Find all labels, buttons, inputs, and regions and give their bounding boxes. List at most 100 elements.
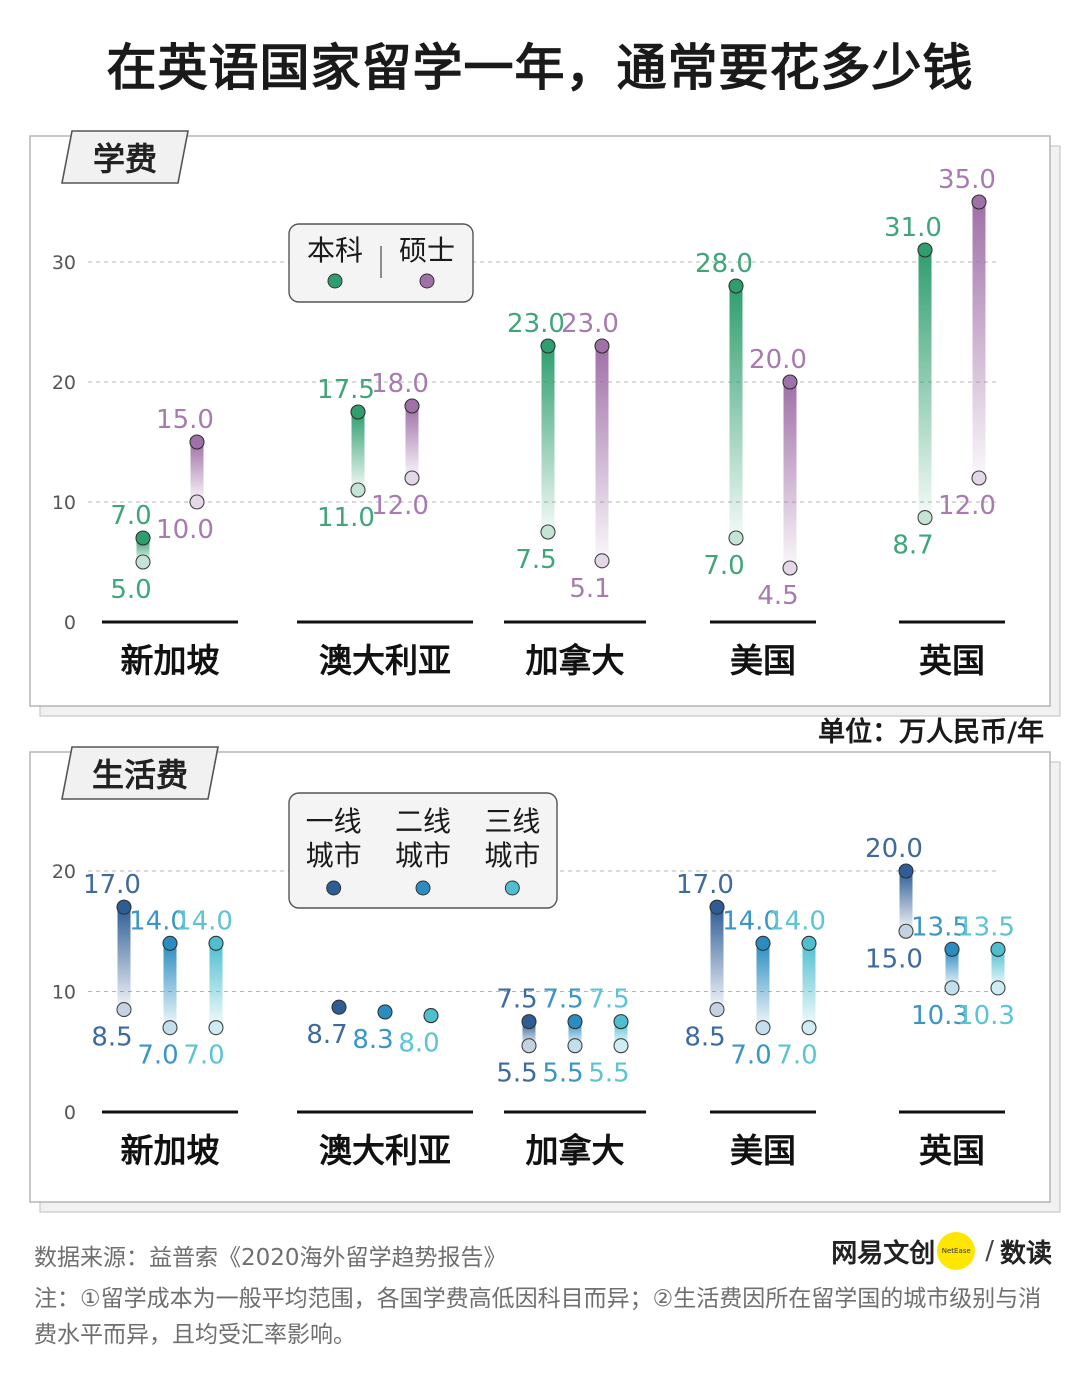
high-value-label: 13.5 [957, 912, 1015, 942]
chart-panel-1: 学费 0 10 20 30 新加坡 澳大利亚 加拿大 美国 英国 7.0 5.0 17.5 11.0 23.… [29, 130, 1061, 717]
low-value-label: 7.0 [137, 1041, 178, 1071]
high-point [613, 1014, 629, 1030]
range-bar [783, 382, 797, 568]
range-bar [209, 943, 223, 1028]
high-value-label: 20.0 [749, 345, 807, 375]
high-value-label: 7.5 [496, 985, 537, 1015]
chart-panel-2: 生活费 0 10 20 新加坡 澳大利亚 加拿大 美国 英国 17.0 8.5 8.7 7.5 5.5 17… [29, 746, 1061, 1213]
low-value-label: 15.0 [865, 944, 923, 974]
source-text: 数据来源：益普索《2020海外留学趋势报告》 [34, 1245, 507, 1271]
legend-swatch [504, 880, 520, 896]
high-value-label: 23.0 [507, 309, 565, 339]
category-label: 英国 [919, 1131, 985, 1170]
y-tick-label: 30 [52, 252, 76, 274]
low-value-label: 10.3 [957, 1001, 1015, 1031]
high-value-label: 17.5 [317, 375, 375, 405]
range-bar [541, 346, 555, 532]
range-bar [802, 943, 816, 1028]
legend-label: 本科 [307, 234, 363, 267]
low-value-label: 4.5 [757, 581, 798, 611]
legend-label: 城市 [306, 839, 362, 872]
legend-label: 硕士 [399, 234, 455, 267]
range-bar [117, 907, 131, 1010]
low-point [594, 553, 610, 569]
high-point [971, 194, 987, 210]
low-point [189, 494, 205, 510]
high-point [404, 398, 420, 414]
note-text: 注：①留学成本为一般平均范围，各国学费高低因科目而异；②生活费因所在留学国的城市… [34, 1286, 1042, 1348]
high-value-label: 14.0 [129, 906, 187, 936]
high-value-label: 7.0 [110, 501, 151, 531]
low-value-label: 5.1 [569, 574, 610, 604]
low-point [208, 1020, 224, 1036]
high-point [728, 278, 744, 294]
high-value-label: 14.0 [722, 906, 780, 936]
high-value-label: 14.0 [768, 906, 826, 936]
low-point [944, 980, 960, 996]
range-bar [991, 949, 1005, 988]
high-point [567, 1014, 583, 1030]
high-point [898, 863, 914, 879]
low-point [990, 980, 1006, 996]
brand-logo: 网易文创 NetEase / 数读 [831, 1228, 1052, 1274]
legend-swatch [327, 273, 343, 289]
high-point [377, 1004, 393, 1020]
low-value-label: 5.5 [542, 1059, 583, 1089]
high-value-label: 13.5 [911, 912, 969, 942]
high-value-label: 18.0 [371, 369, 429, 399]
low-point [350, 482, 366, 498]
range-bar [972, 202, 986, 478]
high-value-label: 17.0 [676, 870, 734, 900]
high-point [594, 338, 610, 354]
legend-swatch [326, 880, 342, 896]
range-bar [945, 949, 959, 988]
low-value-label: 7.0 [703, 551, 744, 581]
low-value-label: 7.0 [183, 1041, 224, 1071]
category-label: 新加坡 [121, 641, 220, 680]
y-tick-label: 0 [64, 1102, 76, 1124]
low-value-label: 8.7 [892, 531, 933, 561]
legend-label: 二线 [395, 805, 451, 838]
panel-tab [61, 130, 189, 184]
range-bar [710, 907, 724, 1010]
low-value-label: 5.5 [588, 1059, 629, 1089]
low-value-label: 8.5 [91, 1023, 132, 1053]
range-bar [351, 412, 365, 490]
high-value-label: 28.0 [695, 249, 753, 279]
low-value-label: 5.5 [496, 1059, 537, 1089]
low-point [135, 554, 151, 570]
low-value-label: 5.0 [110, 575, 151, 605]
high-point [782, 374, 798, 390]
high-value-label: 17.0 [83, 870, 141, 900]
high-value-label: 14.0 [175, 906, 233, 936]
low-point [404, 470, 420, 486]
legend-swatch [419, 273, 435, 289]
low-point [709, 1002, 725, 1018]
low-point [898, 923, 914, 939]
y-tick-label: 10 [52, 492, 76, 514]
low-value-label: 7.5 [515, 545, 556, 575]
low-value-label: 10.0 [156, 515, 214, 545]
legend-label: 一线 [306, 805, 362, 838]
high-value-label: 7.5 [542, 985, 583, 1015]
high-point [990, 941, 1006, 957]
high-point [423, 1008, 439, 1024]
range-bar [918, 250, 932, 518]
low-point [116, 1002, 132, 1018]
low-value-label: 12.0 [938, 491, 996, 521]
high-point [755, 935, 771, 951]
high-point [208, 935, 224, 951]
high-value-label: 15.0 [156, 405, 214, 435]
high-value-label: 23.0 [561, 309, 619, 339]
unit-label: 单位：万人民币/年 [818, 717, 1044, 748]
brand-sub: 数读 [999, 1238, 1052, 1269]
low-value-label: 7.0 [730, 1041, 771, 1071]
category-label: 美国 [730, 641, 796, 680]
legend-label: 三线 [484, 805, 540, 838]
range-bar [405, 406, 419, 478]
low-point [917, 510, 933, 526]
low-value-label: 8.3 [352, 1025, 393, 1055]
high-point [135, 530, 151, 546]
high-value-label: 20.0 [865, 834, 923, 864]
high-point [521, 1014, 537, 1030]
